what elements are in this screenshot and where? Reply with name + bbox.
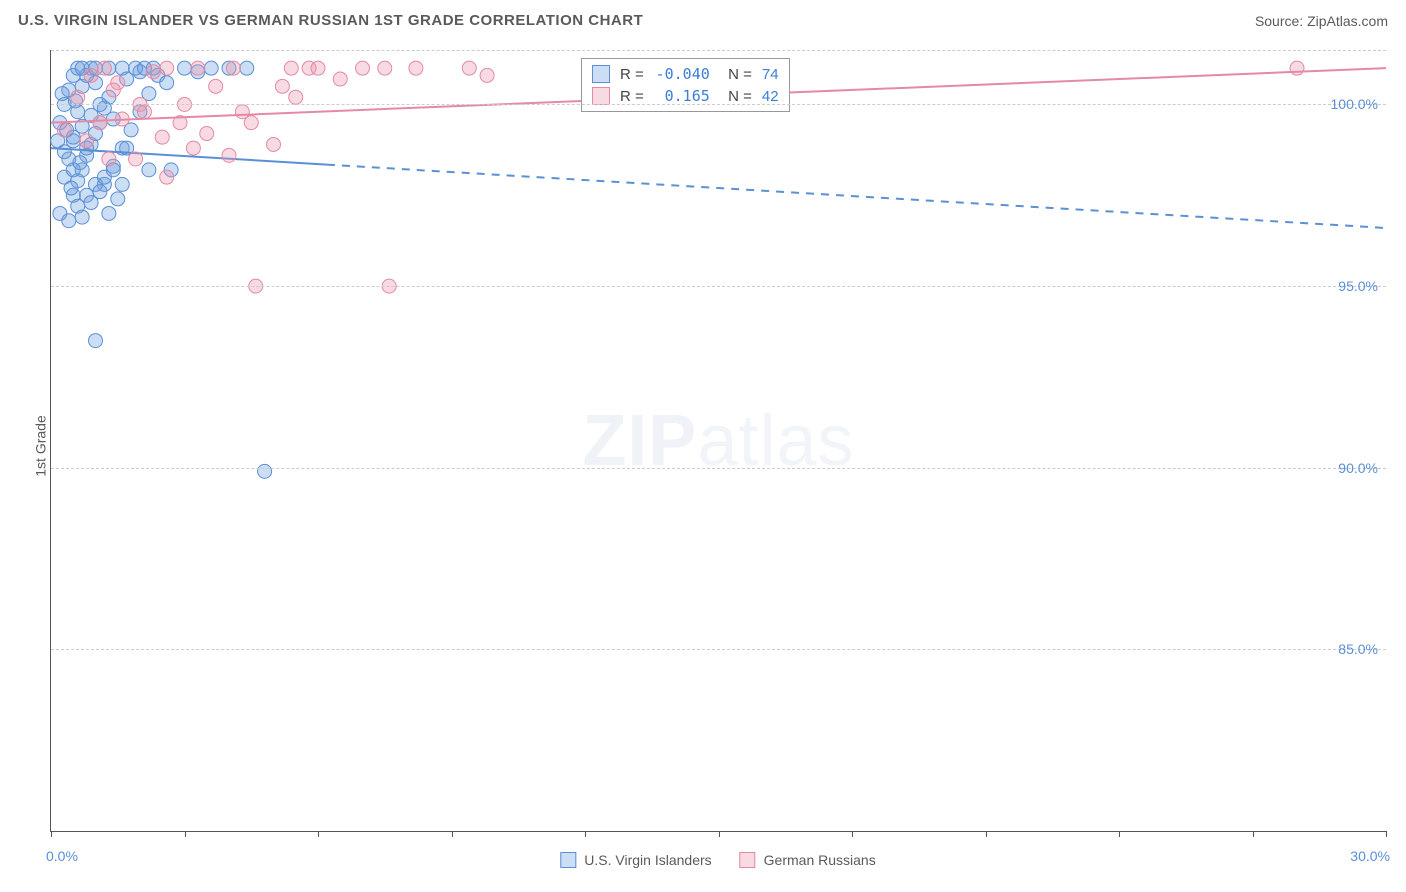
stats-n-label: N =: [720, 66, 752, 83]
data-point: [75, 210, 89, 224]
legend-item: U.S. Virgin Islanders: [560, 852, 711, 868]
legend-swatch: [740, 852, 756, 868]
gridline: [51, 649, 1386, 650]
stats-n-label: N =: [720, 88, 752, 105]
data-point: [200, 127, 214, 141]
data-point: [1290, 61, 1304, 75]
legend-item: German Russians: [740, 852, 876, 868]
trend-line-dashed: [327, 165, 1386, 228]
data-point: [62, 214, 76, 228]
stats-swatch: [592, 65, 610, 83]
stats-r-label: R =: [620, 66, 644, 83]
y-axis-label: 1st Grade: [33, 415, 49, 476]
data-point: [160, 76, 174, 90]
y-tick-label: 85.0%: [1338, 641, 1378, 657]
data-point: [137, 105, 151, 119]
stats-row: R = -0.040 N = 74: [592, 63, 779, 85]
data-point: [178, 61, 192, 75]
x-tick: [51, 831, 52, 837]
x-tick: [1253, 831, 1254, 837]
stats-swatch: [592, 87, 610, 105]
stats-n-value: 42: [762, 88, 779, 105]
data-point: [80, 134, 94, 148]
stats-r-value: 0.165: [654, 87, 710, 105]
x-tick: [719, 831, 720, 837]
data-point: [462, 61, 476, 75]
data-point: [480, 68, 494, 82]
data-point: [97, 61, 111, 75]
data-point: [64, 181, 78, 195]
legend-label: German Russians: [764, 852, 876, 868]
data-point: [155, 130, 169, 144]
data-point: [84, 68, 98, 82]
gridline: [51, 50, 1386, 51]
data-point: [89, 334, 103, 348]
x-axis-max-label: 30.0%: [1350, 848, 1390, 864]
legend-bottom: U.S. Virgin Islanders German Russians: [560, 852, 875, 868]
y-tick-label: 90.0%: [1338, 460, 1378, 476]
data-point: [160, 170, 174, 184]
gridline: [51, 286, 1386, 287]
x-tick: [1386, 831, 1387, 837]
data-point: [57, 123, 71, 137]
data-point: [73, 156, 87, 170]
data-point: [267, 137, 281, 151]
x-tick: [452, 831, 453, 837]
x-tick: [852, 831, 853, 837]
data-point: [209, 79, 223, 93]
chart-source: Source: ZipAtlas.com: [1255, 13, 1388, 29]
data-point: [111, 192, 125, 206]
data-point: [284, 61, 298, 75]
x-axis-min-label: 0.0%: [46, 848, 78, 864]
stats-r-value: -0.040: [654, 65, 710, 83]
data-point: [235, 105, 249, 119]
data-point: [333, 72, 347, 86]
data-point: [240, 61, 254, 75]
data-point: [93, 185, 107, 199]
data-point: [142, 163, 156, 177]
x-tick: [1119, 831, 1120, 837]
gridline: [51, 468, 1386, 469]
data-point: [102, 152, 116, 166]
data-point: [102, 206, 116, 220]
data-point: [204, 61, 218, 75]
stats-r-label: R =: [620, 88, 644, 105]
data-point: [55, 87, 69, 101]
data-point: [409, 61, 423, 75]
data-point: [146, 65, 160, 79]
data-point: [93, 116, 107, 130]
x-tick: [585, 831, 586, 837]
data-point: [226, 61, 240, 75]
chart-area: ZIPatlas R = -0.040 N = 74R = 0.165 N = …: [50, 50, 1386, 832]
data-point: [356, 61, 370, 75]
data-point: [106, 83, 120, 97]
data-point: [378, 61, 392, 75]
data-point: [311, 61, 325, 75]
legend-swatch: [560, 852, 576, 868]
data-point: [115, 177, 129, 191]
x-tick: [185, 831, 186, 837]
y-tick-label: 100.0%: [1331, 96, 1378, 112]
data-point: [258, 464, 272, 478]
data-point: [275, 79, 289, 93]
legend-label: U.S. Virgin Islanders: [584, 852, 711, 868]
x-tick: [986, 831, 987, 837]
data-point: [191, 61, 205, 75]
chart-header: U.S. VIRGIN ISLANDER VS GERMAN RUSSIAN 1…: [0, 0, 1406, 37]
y-tick-label: 95.0%: [1338, 278, 1378, 294]
data-point: [186, 141, 200, 155]
data-point: [129, 152, 143, 166]
plot-region: ZIPatlas R = -0.040 N = 74R = 0.165 N = …: [50, 50, 1386, 832]
chart-svg: [51, 50, 1386, 831]
data-point: [160, 61, 174, 75]
data-point: [289, 90, 303, 104]
gridline: [51, 104, 1386, 105]
x-tick: [318, 831, 319, 837]
stats-n-value: 74: [762, 66, 779, 83]
chart-title: U.S. VIRGIN ISLANDER VS GERMAN RUSSIAN 1…: [18, 12, 643, 29]
data-point: [222, 148, 236, 162]
data-point: [71, 90, 85, 104]
